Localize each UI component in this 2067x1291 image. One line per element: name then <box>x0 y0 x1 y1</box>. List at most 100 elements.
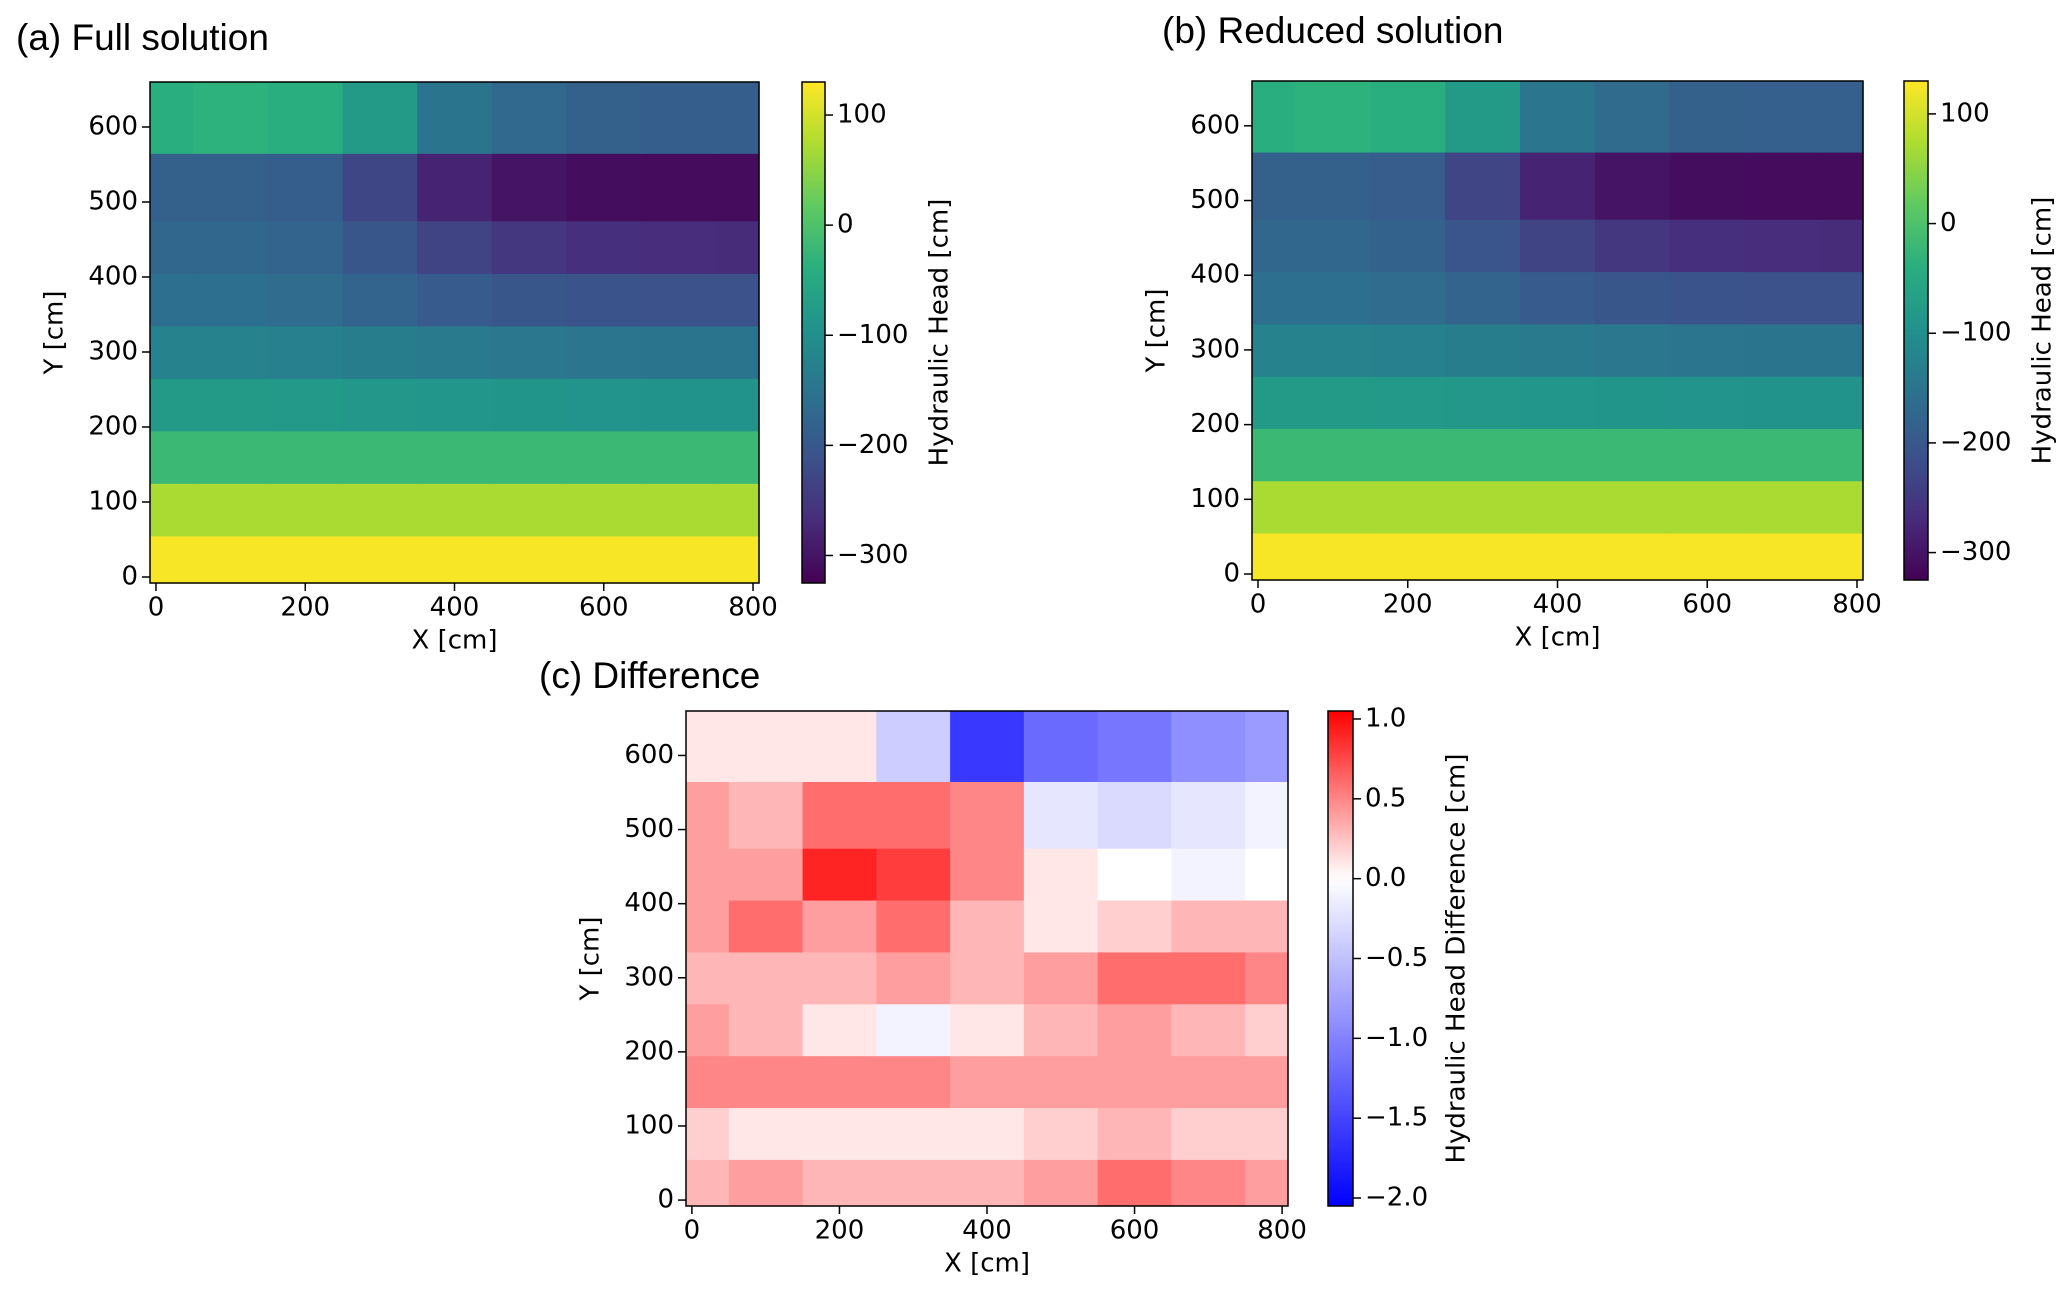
heat-cell <box>1370 271 1446 325</box>
heat-cell <box>1097 848 1173 901</box>
y-tick-label: 200 <box>88 412 138 442</box>
heat-cell <box>1252 219 1297 273</box>
y-axis-label: Y [cm] <box>576 916 606 1001</box>
heat-cell <box>641 430 717 484</box>
y-tick-label: 300 <box>1190 334 1240 364</box>
x-tick-label: 800 <box>1257 1216 1307 1246</box>
heat-cell <box>715 430 760 484</box>
heat-cell <box>802 1003 877 1057</box>
heat-cell <box>342 153 418 222</box>
heat-cell <box>193 325 269 379</box>
heat-cell <box>1744 81 1821 153</box>
x-axis-label: X [cm] <box>1515 623 1601 653</box>
heat-cell <box>1669 151 1746 220</box>
heat-cell <box>1819 376 1864 429</box>
heat-cell <box>1245 711 1289 782</box>
heat-cell <box>1370 323 1446 377</box>
heat-cell <box>193 220 269 274</box>
heat-cell <box>1023 848 1099 901</box>
heat-cell <box>876 899 951 953</box>
heat-cell <box>342 82 418 154</box>
y-tick-label: 600 <box>88 112 138 142</box>
heat-cell <box>491 378 568 432</box>
x-tick-label: 400 <box>1533 590 1583 620</box>
y-tick-label: 0 <box>121 562 138 592</box>
heat-cell <box>566 273 642 327</box>
heat-cell <box>1744 323 1821 377</box>
colorbar-tick-label: −300 <box>1940 537 2011 567</box>
heat-cell <box>1171 1003 1246 1057</box>
heat-cell <box>1594 151 1671 220</box>
heat-cell <box>150 153 194 222</box>
y-tick-label: 100 <box>88 487 138 517</box>
heat-cell <box>802 1055 877 1109</box>
heat-cell <box>150 430 194 484</box>
heat-cell <box>1669 532 1746 581</box>
heat-cell <box>1295 81 1371 153</box>
heat-cell <box>1171 951 1246 1005</box>
heat-cell <box>267 535 344 584</box>
heat-cell <box>641 82 717 154</box>
y-tick-label: 400 <box>88 262 138 292</box>
heat-cell <box>802 781 877 849</box>
heat-cell <box>1594 81 1671 153</box>
colorbar <box>801 81 826 584</box>
heat-cell <box>1370 376 1446 429</box>
heat-cell <box>1594 532 1671 581</box>
heat-cell <box>728 711 804 782</box>
y-tick-label: 600 <box>624 740 674 770</box>
colorbar-label: Hydraulic Head [cm] <box>925 199 955 467</box>
heat-cell <box>1520 81 1596 153</box>
heat-cell <box>715 220 760 274</box>
colorbar-tick-label: 0.5 <box>1365 783 1406 813</box>
heat-cell <box>342 325 418 379</box>
heat-cell <box>1445 271 1521 325</box>
heat-cell <box>1252 323 1297 377</box>
heat-cell <box>193 483 269 537</box>
heat-cell <box>1669 323 1746 377</box>
heat-cell <box>150 82 194 154</box>
x-tick-label: 600 <box>1110 1216 1160 1246</box>
heat-cell <box>686 1159 730 1207</box>
heat-cell <box>1594 219 1671 273</box>
heat-cell <box>1171 781 1246 849</box>
heat-cell <box>150 325 194 379</box>
heat-cell <box>417 220 493 274</box>
heat-cell <box>1097 711 1173 782</box>
x-axis-label: X [cm] <box>412 626 498 656</box>
heat-cell <box>1370 81 1446 153</box>
heat-cell <box>342 273 418 327</box>
heat-cell <box>1171 1055 1246 1109</box>
heat-cell <box>1023 1107 1099 1160</box>
colorbar-tick-label: −100 <box>837 320 908 350</box>
heat-cell <box>566 153 642 222</box>
y-tick-label: 100 <box>1190 484 1240 514</box>
heat-cell <box>1819 428 1864 482</box>
heat-cell <box>950 951 1025 1005</box>
heat-cell <box>1295 532 1371 581</box>
heat-cell <box>342 430 418 484</box>
y-tick-label: 200 <box>1190 409 1240 439</box>
y-tick-label: 500 <box>1190 185 1240 215</box>
heat-cell <box>1097 1003 1173 1057</box>
y-tick-label: 400 <box>624 888 674 918</box>
y-tick-label: 0 <box>657 1185 674 1215</box>
heat-cell <box>267 430 344 484</box>
x-tick-label: 0 <box>148 593 165 623</box>
heat-cell <box>728 1107 804 1160</box>
colorbar-tick-label: −100 <box>1940 318 2011 348</box>
heat-cell <box>566 483 642 537</box>
colorbar-tick-label: −200 <box>837 430 908 460</box>
heat-cell <box>1295 480 1371 534</box>
heat-cell <box>728 951 804 1005</box>
heat-cell <box>267 153 344 222</box>
heat-cell <box>950 1003 1025 1057</box>
heat-cell <box>876 1107 951 1160</box>
heat-cell <box>950 781 1025 849</box>
heat-cell <box>267 82 344 154</box>
heat-cell <box>1252 81 1297 153</box>
heat-cell <box>1744 532 1821 581</box>
x-tick-label: 800 <box>1832 590 1882 620</box>
heat-cell <box>193 82 269 154</box>
heat-cell <box>417 153 493 222</box>
